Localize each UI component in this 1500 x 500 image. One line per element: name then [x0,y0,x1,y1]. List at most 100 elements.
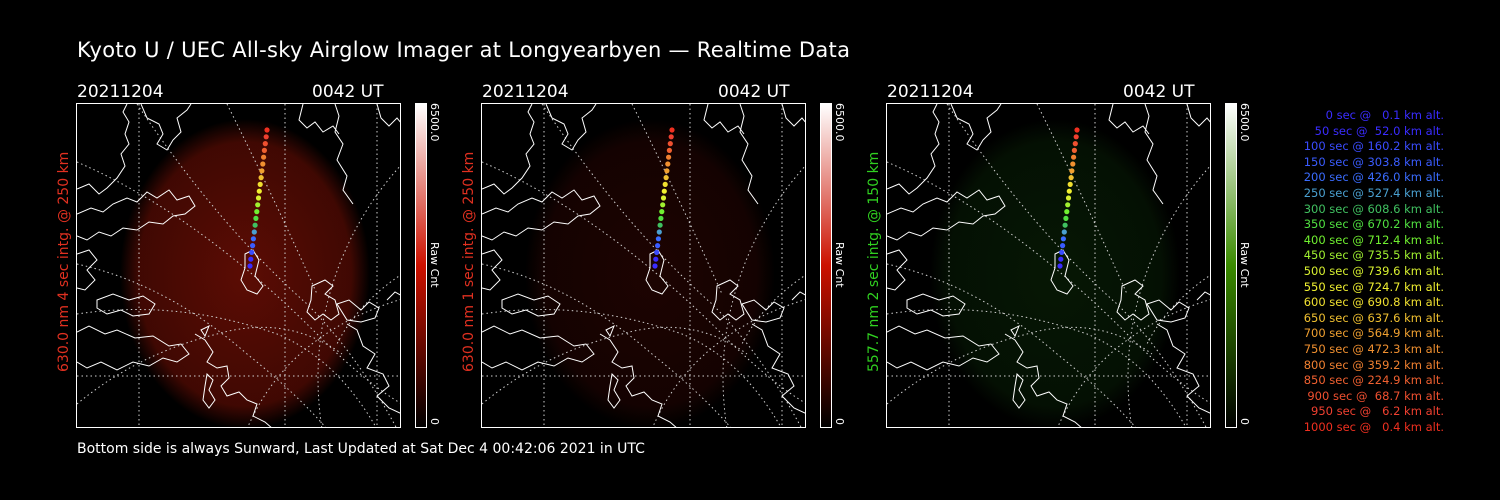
trajectory-point [668,134,674,140]
trajectory-point [261,154,267,160]
coastline [791,291,805,301]
coastline [607,372,621,409]
panel-3-colorbar-unit: Raw Cnt [1238,242,1251,288]
panel-3-colorbar-min: 0 [1238,418,1251,425]
trajectory-point [655,243,661,249]
panel-1-colorbar-max: 6500.0 [428,103,441,142]
trajectory-point [1063,215,1069,221]
legend-entry: 550 sec @ 724.7 km alt. [1303,279,1444,294]
coastline [1116,279,1150,321]
trajectory-point [252,222,258,228]
trajectory-point [1058,256,1064,262]
legend-entry: 750 sec @ 472.3 km alt. [1303,341,1444,356]
legend-entry: 400 sec @ 712.4 km alt. [1303,232,1444,247]
grid-line [887,161,1210,404]
coastline [887,325,1000,371]
legend-entry: 300 sec @ 608.6 km alt. [1303,201,1444,216]
trajectory-point [1059,249,1065,255]
trajectory-point [1067,181,1073,187]
grid-line [652,299,805,427]
trajectory-point [665,161,671,167]
trajectory-legend: 0 sec @ 0.1 km alt. 50 sec @ 52.0 km alt.… [1258,108,1444,435]
legend-entry: 800 sec @ 359.2 km alt. [1303,357,1444,372]
trajectory-point [664,168,670,174]
panel-3-date: 20211204 [887,82,974,102]
trajectory-point [258,175,264,181]
trajectory-point [1070,161,1076,167]
coastline [1156,323,1210,414]
coastline [200,324,210,338]
panel-3-time: 0042 UT [1123,82,1195,102]
coastline [1108,104,1150,135]
trajectory-point [1062,222,1068,228]
grid-line [226,104,318,295]
coastline [77,325,190,371]
grid-line [1057,299,1210,427]
grid-line [887,326,1153,405]
legend-entry: 500 sec @ 739.6 km alt. [1303,263,1444,278]
grid-line [631,104,723,295]
coastline [950,104,1002,151]
trajectory-point [656,229,662,235]
legend-entry: 900 sec @ 68.7 km alt. [1307,388,1444,403]
coastline [1146,299,1190,323]
panel-3-colorbar [1225,103,1237,428]
trajectory-point [666,147,672,153]
trajectory-point [250,243,256,249]
trajectory-point [249,249,255,255]
trajectory-point [255,195,262,201]
trajectory-point [660,202,666,208]
trajectory-point [1071,147,1077,153]
trajectory-point [254,209,260,215]
trajectory-point [652,263,658,269]
coastline [887,189,1006,241]
grid-line [77,161,400,404]
coastline [386,291,400,301]
trajectory-point [1060,236,1066,242]
panel-2-colorbar [820,103,832,428]
trajectory-point [659,209,665,215]
trajectory-point [662,181,668,187]
coastline [1050,249,1074,295]
trajectory-point [247,263,253,269]
trajectory-point [1068,175,1074,181]
trajectory-point [657,222,663,228]
trajectory-point [253,215,259,221]
grid-line [1036,104,1128,295]
coastline [77,104,130,195]
coastline [77,189,196,241]
panel-2-time: 0042 UT [718,82,790,102]
coastline [1004,333,1082,427]
legend-entry: 450 sec @ 735.5 km alt. [1303,248,1444,263]
footer-status: Bottom side is always Sunward, Last Upda… [77,441,645,457]
trajectory-point [1069,168,1075,174]
map-canvas [482,104,805,427]
panel-1-date: 20211204 [77,82,164,102]
trajectory-point [658,215,664,221]
trajectory-point [264,127,270,133]
grid-line [946,104,1207,427]
trajectory-point [660,195,667,201]
grid-line [336,274,400,345]
panel-3-wavelength-label: 557.7 nm 2 sec intg. @ 150 km [866,151,882,372]
coastline [96,293,156,317]
trajectory-point [1073,134,1079,140]
legend-entry: 200 sec @ 426.0 km alt. [1303,170,1444,185]
map-canvas [887,104,1210,427]
coastline [194,333,272,427]
trajectory-point [1066,188,1072,194]
coastline [140,104,192,151]
coastline [741,299,785,323]
trajectory-point [654,249,660,255]
coastline [545,104,597,151]
coastline [605,324,615,338]
grid-line [77,326,343,405]
coastline [887,249,908,291]
grid-line [247,299,400,427]
legend-entry: 50 sec @ 52.0 km alt. [1314,123,1444,138]
grid-line [136,104,397,427]
page-title: Kyoto U / UEC All-sky Airglow Imager at … [77,38,851,62]
trajectory-point [248,256,254,262]
trajectory-point [1065,202,1071,208]
trajectory-point [251,229,257,235]
